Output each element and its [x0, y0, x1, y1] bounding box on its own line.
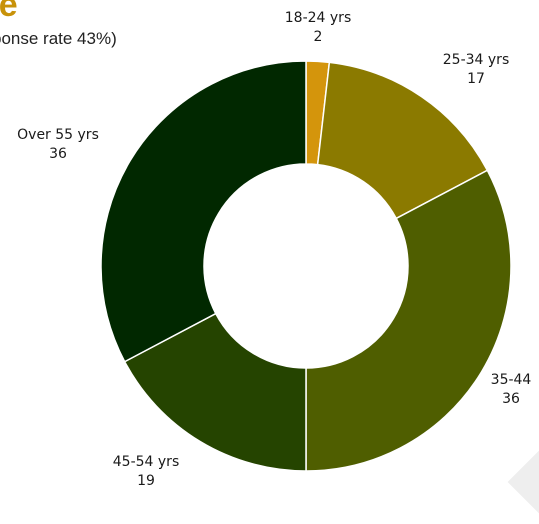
- slice-value: 36: [502, 391, 520, 407]
- donut-slice-35-44: [305, 169, 512, 472]
- slice-category: 18-24 yrs: [284, 10, 352, 26]
- slice-label-45-54: 45-54 yrs 19: [113, 453, 179, 491]
- slice-value: 17: [467, 71, 485, 87]
- slice-value: 2: [313, 29, 323, 45]
- slice-value: 19: [137, 473, 155, 489]
- slice-label-35-44: 35-44 36: [491, 371, 532, 409]
- chart-title: ge: [0, 0, 18, 24]
- chart-subtitle: ponse rate 43%): [0, 29, 117, 48]
- slice-category: 45-54 yrs: [112, 454, 180, 470]
- slice-value: 36: [49, 146, 67, 162]
- donut-slice-over-55-yrs: [100, 60, 307, 363]
- slice-label-over-55: Over 55 yrs 36: [17, 126, 99, 164]
- donut-slice-25-34-yrs: [316, 61, 489, 220]
- slice-label-25-34: 25-34 yrs 17: [443, 51, 509, 89]
- donut-slice-45-54-yrs: [123, 312, 307, 472]
- slice-category: Over 55 yrs: [17, 127, 99, 143]
- donut-chart: [100, 60, 512, 472]
- slice-category: 25-34 yrs: [442, 52, 510, 68]
- slice-label-18-24: 18-24 yrs 2: [285, 9, 351, 47]
- slice-category: 35-44: [490, 372, 532, 388]
